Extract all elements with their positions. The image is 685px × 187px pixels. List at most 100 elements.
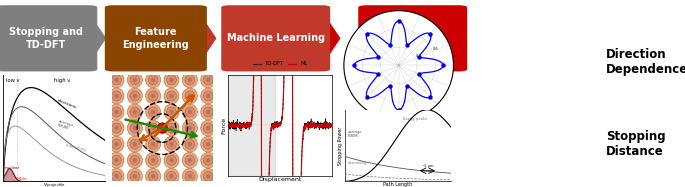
Circle shape bbox=[127, 120, 142, 136]
Circle shape bbox=[182, 136, 197, 152]
Circle shape bbox=[133, 142, 137, 146]
Y-axis label: Force: Force bbox=[222, 117, 227, 134]
Circle shape bbox=[164, 168, 179, 184]
Text: Direction
Dependence: Direction Dependence bbox=[606, 48, 685, 76]
Circle shape bbox=[133, 94, 137, 98]
Circle shape bbox=[151, 126, 155, 130]
Circle shape bbox=[130, 91, 140, 101]
Circle shape bbox=[185, 75, 195, 85]
Circle shape bbox=[146, 136, 161, 152]
Circle shape bbox=[130, 75, 140, 85]
Text: average
(SRIM): average (SRIM) bbox=[348, 130, 362, 138]
Y-axis label: $S = F_{stopping} = dE_{kin}/dx$: $S = F_{stopping} = dE_{kin}/dx$ bbox=[0, 106, 2, 150]
Circle shape bbox=[203, 155, 213, 165]
Circle shape bbox=[114, 142, 119, 146]
Circle shape bbox=[182, 120, 197, 136]
Circle shape bbox=[133, 158, 137, 163]
Circle shape bbox=[188, 158, 192, 163]
Text: channeling: channeling bbox=[64, 143, 86, 153]
Circle shape bbox=[149, 107, 158, 117]
Circle shape bbox=[206, 142, 210, 146]
Circle shape bbox=[203, 75, 213, 85]
Circle shape bbox=[114, 94, 119, 98]
FancyBboxPatch shape bbox=[221, 5, 330, 71]
Text: Machine Learning: Machine Learning bbox=[227, 33, 325, 43]
Circle shape bbox=[188, 94, 192, 98]
Circle shape bbox=[206, 174, 210, 179]
Circle shape bbox=[201, 136, 216, 152]
Circle shape bbox=[127, 104, 142, 120]
Circle shape bbox=[133, 110, 137, 114]
Y-axis label: Stopping Power: Stopping Power bbox=[338, 127, 343, 165]
Circle shape bbox=[130, 171, 140, 181]
Text: Stopping
Distance: Stopping Distance bbox=[606, 130, 666, 158]
Circle shape bbox=[182, 72, 197, 88]
Circle shape bbox=[114, 110, 119, 114]
Circle shape bbox=[203, 91, 213, 101]
X-axis label: $v_{projectile}$: $v_{projectile}$ bbox=[42, 182, 66, 187]
Circle shape bbox=[185, 171, 195, 181]
Text: electronic: electronic bbox=[56, 98, 77, 110]
Circle shape bbox=[206, 78, 210, 82]
Text: Enhanced
Capability: Enhanced Capability bbox=[385, 27, 440, 50]
Circle shape bbox=[164, 88, 179, 104]
Circle shape bbox=[185, 139, 195, 149]
FancyArrow shape bbox=[91, 18, 106, 59]
Circle shape bbox=[188, 126, 192, 130]
FancyArrow shape bbox=[325, 18, 340, 59]
Circle shape bbox=[203, 139, 213, 149]
FancyBboxPatch shape bbox=[358, 5, 467, 71]
Circle shape bbox=[127, 152, 142, 168]
Circle shape bbox=[164, 72, 179, 88]
Circle shape bbox=[169, 142, 174, 146]
Circle shape bbox=[149, 155, 158, 165]
Circle shape bbox=[201, 104, 216, 120]
Circle shape bbox=[206, 94, 210, 98]
Circle shape bbox=[182, 152, 197, 168]
Circle shape bbox=[169, 126, 174, 130]
Text: nuclear: nuclear bbox=[4, 166, 20, 170]
Circle shape bbox=[188, 174, 192, 179]
Circle shape bbox=[182, 88, 197, 104]
Circle shape bbox=[169, 174, 174, 179]
Circle shape bbox=[201, 152, 216, 168]
Circle shape bbox=[149, 139, 158, 149]
Circle shape bbox=[203, 107, 213, 117]
Circle shape bbox=[127, 88, 142, 104]
Circle shape bbox=[182, 104, 197, 120]
Circle shape bbox=[166, 171, 176, 181]
Circle shape bbox=[188, 110, 192, 114]
Circle shape bbox=[109, 136, 124, 152]
Circle shape bbox=[109, 104, 124, 120]
Circle shape bbox=[166, 107, 176, 117]
Circle shape bbox=[164, 104, 179, 120]
Circle shape bbox=[169, 78, 174, 82]
Text: channeling: channeling bbox=[348, 161, 367, 165]
Circle shape bbox=[149, 75, 158, 85]
Circle shape bbox=[112, 107, 121, 117]
Circle shape bbox=[185, 123, 195, 133]
Circle shape bbox=[151, 142, 155, 146]
Circle shape bbox=[151, 94, 155, 98]
Circle shape bbox=[109, 152, 124, 168]
Text: high v: high v bbox=[54, 78, 71, 83]
FancyBboxPatch shape bbox=[0, 5, 97, 71]
Circle shape bbox=[166, 155, 176, 165]
Circle shape bbox=[206, 126, 210, 130]
Circle shape bbox=[112, 171, 121, 181]
Circle shape bbox=[164, 136, 179, 152]
Circle shape bbox=[151, 158, 155, 163]
Circle shape bbox=[114, 78, 119, 82]
Circle shape bbox=[203, 123, 213, 133]
Circle shape bbox=[130, 107, 140, 117]
Circle shape bbox=[112, 123, 121, 133]
Circle shape bbox=[166, 75, 176, 85]
Legend: TD-DFT, ML: TD-DFT, ML bbox=[251, 59, 310, 68]
Circle shape bbox=[188, 78, 192, 82]
Circle shape bbox=[203, 171, 213, 181]
Circle shape bbox=[109, 120, 124, 136]
Circle shape bbox=[146, 104, 161, 120]
Circle shape bbox=[127, 136, 142, 152]
Text: $v_{Bohr}$: $v_{Bohr}$ bbox=[16, 176, 27, 183]
Text: Bragg peaks: Bragg peaks bbox=[403, 117, 427, 121]
